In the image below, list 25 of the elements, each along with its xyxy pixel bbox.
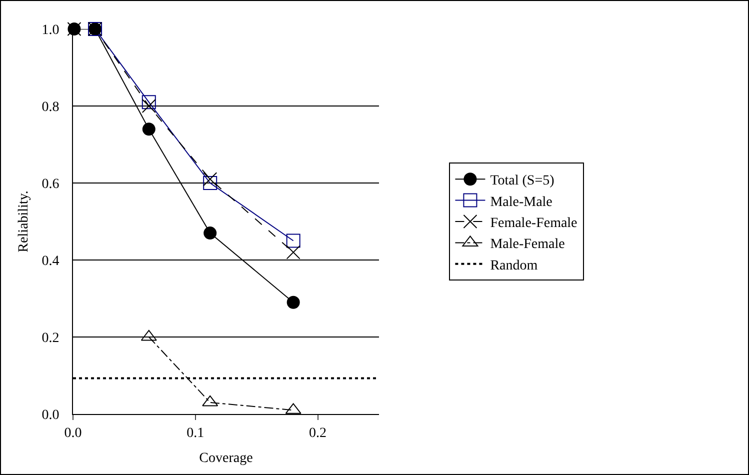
y-tick-label: 0.2 [42,330,60,346]
x-tick-label: 0.0 [64,426,82,441]
legend-label: Female-Female [490,216,578,231]
legend-label: Male-Male [490,194,552,210]
y-tick-label: 0.4 [42,254,60,269]
legend-label: Random [490,258,538,274]
point [204,226,217,240]
x-tick-label: 0.1 [186,426,204,441]
y-axis-title: Reliability. [16,190,32,252]
y-tick-label: 0.8 [42,100,60,115]
legend-label: Total (S=5) [490,174,555,189]
y-tick-label: 0.0 [42,408,60,423]
point [286,296,300,309]
point [203,176,218,190]
x-tick-label: 0.2 [309,426,327,441]
point [142,95,156,110]
y-tick-label: 0.6 [42,176,60,192]
point [286,234,300,248]
legend-label: Male-Female [490,237,565,252]
y-tick-label: 1.0 [42,22,60,38]
point [203,172,218,186]
point [142,99,156,113]
point [286,245,300,260]
x-axis-title: Coverage [199,451,253,466]
point [142,122,156,136]
